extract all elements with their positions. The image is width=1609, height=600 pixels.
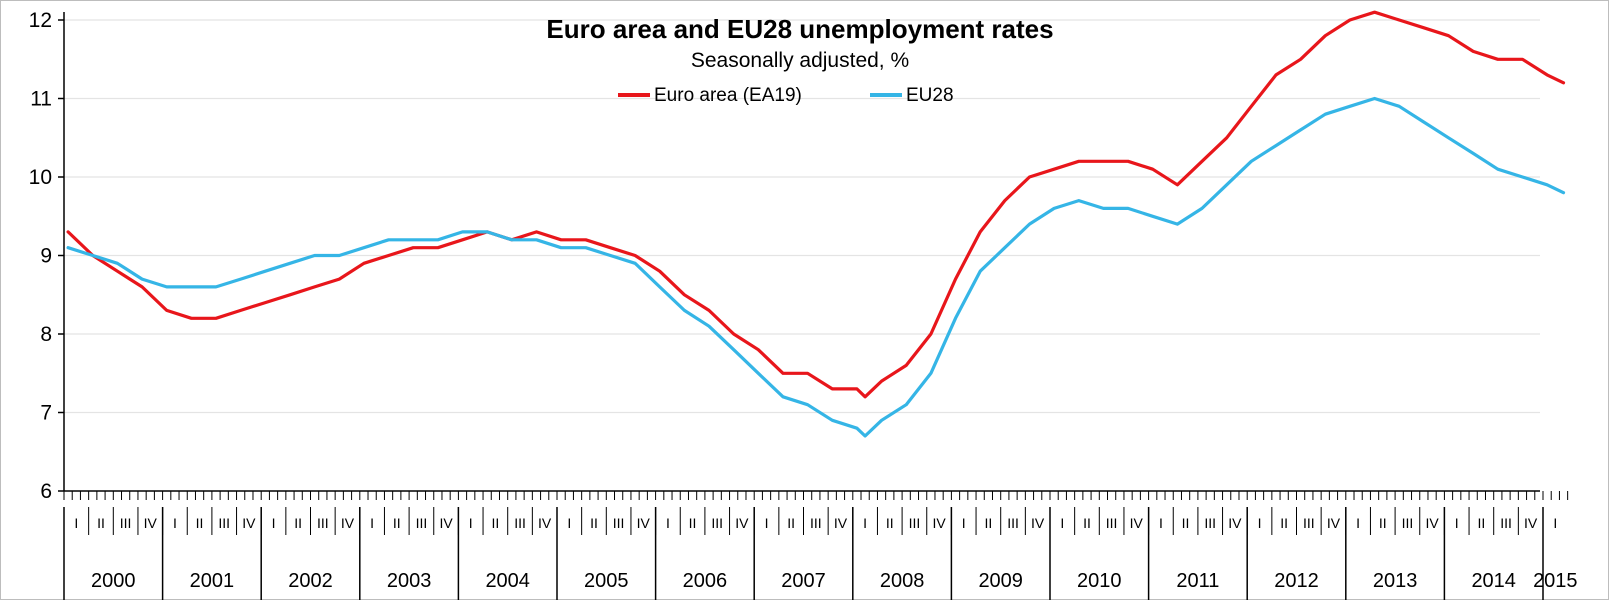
quarter-label: III bbox=[1007, 515, 1019, 531]
year-label: 2001 bbox=[190, 570, 235, 592]
quarter-label: III bbox=[218, 515, 230, 531]
year-label: 2005 bbox=[584, 570, 629, 592]
quarter-label: I bbox=[1455, 515, 1459, 531]
legend-label-euro-area: Euro area (EA19) bbox=[654, 85, 802, 106]
year-label: 2011 bbox=[1176, 570, 1219, 592]
quarter-label: I bbox=[1258, 515, 1262, 531]
year-label: 2010 bbox=[1077, 570, 1122, 592]
quarter-label: III bbox=[514, 515, 526, 531]
quarter-label: IV bbox=[637, 515, 651, 531]
quarter-label: I bbox=[272, 515, 276, 531]
series-line-eu28 bbox=[66, 96, 1566, 438]
quarter-label: III bbox=[613, 515, 625, 531]
quarter-label: IV bbox=[341, 515, 355, 531]
quarter-label: II bbox=[393, 515, 401, 531]
quarter-label: II bbox=[1280, 515, 1288, 531]
quarter-label: III bbox=[1500, 515, 1512, 531]
quarter-label: IV bbox=[1524, 515, 1538, 531]
quarter-label: III bbox=[810, 515, 822, 531]
quarter-label: II bbox=[97, 515, 105, 531]
quarter-label: II bbox=[1182, 515, 1190, 531]
y-tick-label: 8 bbox=[40, 323, 52, 346]
quarter-label: III bbox=[317, 515, 329, 531]
quarter-label: II bbox=[294, 515, 302, 531]
quarter-label: II bbox=[1477, 515, 1485, 531]
y-tick-label: 9 bbox=[40, 245, 52, 268]
year-label: 2014 bbox=[1471, 570, 1516, 592]
chart-subtitle: Seasonally adjusted, % bbox=[691, 49, 909, 72]
year-label: 2015 bbox=[1533, 570, 1578, 592]
series-lines bbox=[66, 10, 1566, 438]
quarter-label: IV bbox=[1031, 515, 1045, 531]
chart-title: Euro area and EU28 unemployment rates bbox=[546, 14, 1053, 44]
quarter-label: II bbox=[886, 515, 894, 531]
year-label: 2002 bbox=[288, 570, 333, 592]
quarter-label: I bbox=[469, 515, 473, 531]
quarter-label: III bbox=[711, 515, 723, 531]
y-tick-label: 7 bbox=[40, 402, 52, 425]
quarter-label: IV bbox=[1228, 515, 1242, 531]
quarter-label: I bbox=[567, 515, 571, 531]
quarter-label: II bbox=[1083, 515, 1091, 531]
quarter-label: III bbox=[1402, 515, 1414, 531]
year-label: 2008 bbox=[880, 570, 925, 592]
quarter-label: IV bbox=[1327, 515, 1341, 531]
quarter-label: II bbox=[689, 515, 697, 531]
quarter-label: I bbox=[962, 515, 966, 531]
y-tick-label: 11 bbox=[30, 88, 52, 111]
year-label: 2004 bbox=[485, 570, 530, 592]
quarter-label: I bbox=[1553, 515, 1557, 531]
quarter-label: I bbox=[1060, 515, 1064, 531]
quarter-label: IV bbox=[735, 515, 749, 531]
quarter-label: II bbox=[196, 515, 204, 531]
year-label: 2000 bbox=[91, 570, 136, 592]
quarter-label: II bbox=[787, 515, 795, 531]
legend-label-eu28: EU28 bbox=[906, 85, 954, 106]
quarter-label: I bbox=[863, 515, 867, 531]
quarter-label: II bbox=[491, 515, 499, 531]
quarter-label: IV bbox=[1130, 515, 1144, 531]
quarter-label: III bbox=[1106, 515, 1118, 531]
quarter-label: IV bbox=[538, 515, 552, 531]
quarter-label: IV bbox=[834, 515, 848, 531]
quarter-label: II bbox=[1379, 515, 1387, 531]
quarter-label: I bbox=[1159, 515, 1163, 531]
quarter-label: III bbox=[416, 515, 428, 531]
quarter-label: IV bbox=[144, 515, 158, 531]
quarter-label: I bbox=[765, 515, 769, 531]
quarter-label: I bbox=[370, 515, 374, 531]
y-tick-label: 10 bbox=[29, 166, 52, 189]
year-label: 2009 bbox=[978, 570, 1023, 592]
year-label: 2006 bbox=[683, 570, 728, 592]
quarter-label: IV bbox=[242, 515, 256, 531]
quarter-label: I bbox=[173, 515, 177, 531]
quarter-label: III bbox=[909, 515, 921, 531]
quarter-label: IV bbox=[1425, 515, 1439, 531]
quarter-label: II bbox=[984, 515, 992, 531]
year-label: 2013 bbox=[1373, 570, 1418, 592]
year-label: 2012 bbox=[1274, 570, 1319, 592]
quarter-label: I bbox=[666, 515, 670, 531]
series-line-euro-area bbox=[66, 10, 1566, 399]
quarter-label: III bbox=[1303, 515, 1315, 531]
y-tick-label: 6 bbox=[40, 480, 52, 503]
year-label: 2003 bbox=[387, 570, 432, 592]
quarter-label: IV bbox=[932, 515, 946, 531]
quarter-label: I bbox=[1356, 515, 1360, 531]
quarter-label: II bbox=[590, 515, 598, 531]
legend: Euro area (EA19) EU28 bbox=[618, 85, 954, 106]
quarter-label: III bbox=[120, 515, 132, 531]
y-tick-label: 12 bbox=[29, 9, 52, 32]
year-label: 2007 bbox=[781, 570, 826, 592]
quarter-label: IV bbox=[439, 515, 453, 531]
quarter-label: I bbox=[74, 515, 78, 531]
quarter-label: III bbox=[1204, 515, 1216, 531]
